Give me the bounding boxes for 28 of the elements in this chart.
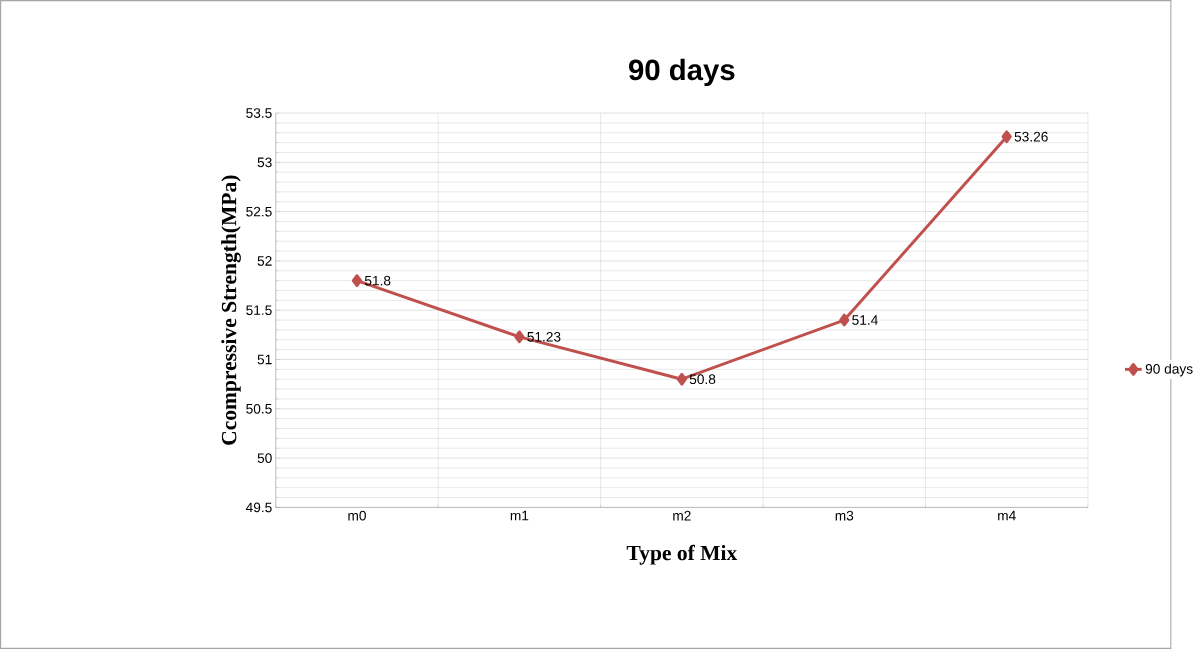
y-tick-label: 51 [257, 354, 272, 365]
legend-label: 90 days [1145, 363, 1193, 377]
point [676, 372, 687, 386]
y-axis-title: Ccompressive Strength(MPa) [221, 175, 241, 445]
x-tick-label: m2 [673, 510, 691, 521]
point [351, 274, 363, 288]
x-tick-label: m0 [348, 510, 366, 521]
data-label: 51.4 [852, 315, 878, 325]
y-tick-label: 52 [257, 256, 272, 266]
data-label: 53.26 [1014, 131, 1048, 142]
point [514, 330, 525, 344]
y-tick-label: 49.5 [245, 502, 272, 513]
y-tick-label: 53 [257, 157, 272, 168]
x-tick-label: m3 [835, 510, 854, 521]
data-label: 50.8 [689, 374, 716, 385]
y-tick-label: 52.5 [246, 206, 272, 217]
y-tick-label: 50 [257, 453, 272, 463]
data-label: 51.8 [364, 275, 391, 286]
x-tick-label: m1 [510, 510, 529, 521]
y-tick-label: 53.5 [246, 108, 272, 118]
x-tick-label: m4 [998, 510, 1016, 521]
data-label: 51.23 [527, 331, 561, 342]
y-tick-label: 50.5 [246, 403, 272, 414]
y-tick-label: 51.5 [246, 305, 272, 316]
chart-title: 90 days [628, 58, 735, 87]
point [839, 313, 850, 327]
point [1001, 130, 1012, 144]
x-axis-title: Type of Mix [626, 544, 738, 565]
